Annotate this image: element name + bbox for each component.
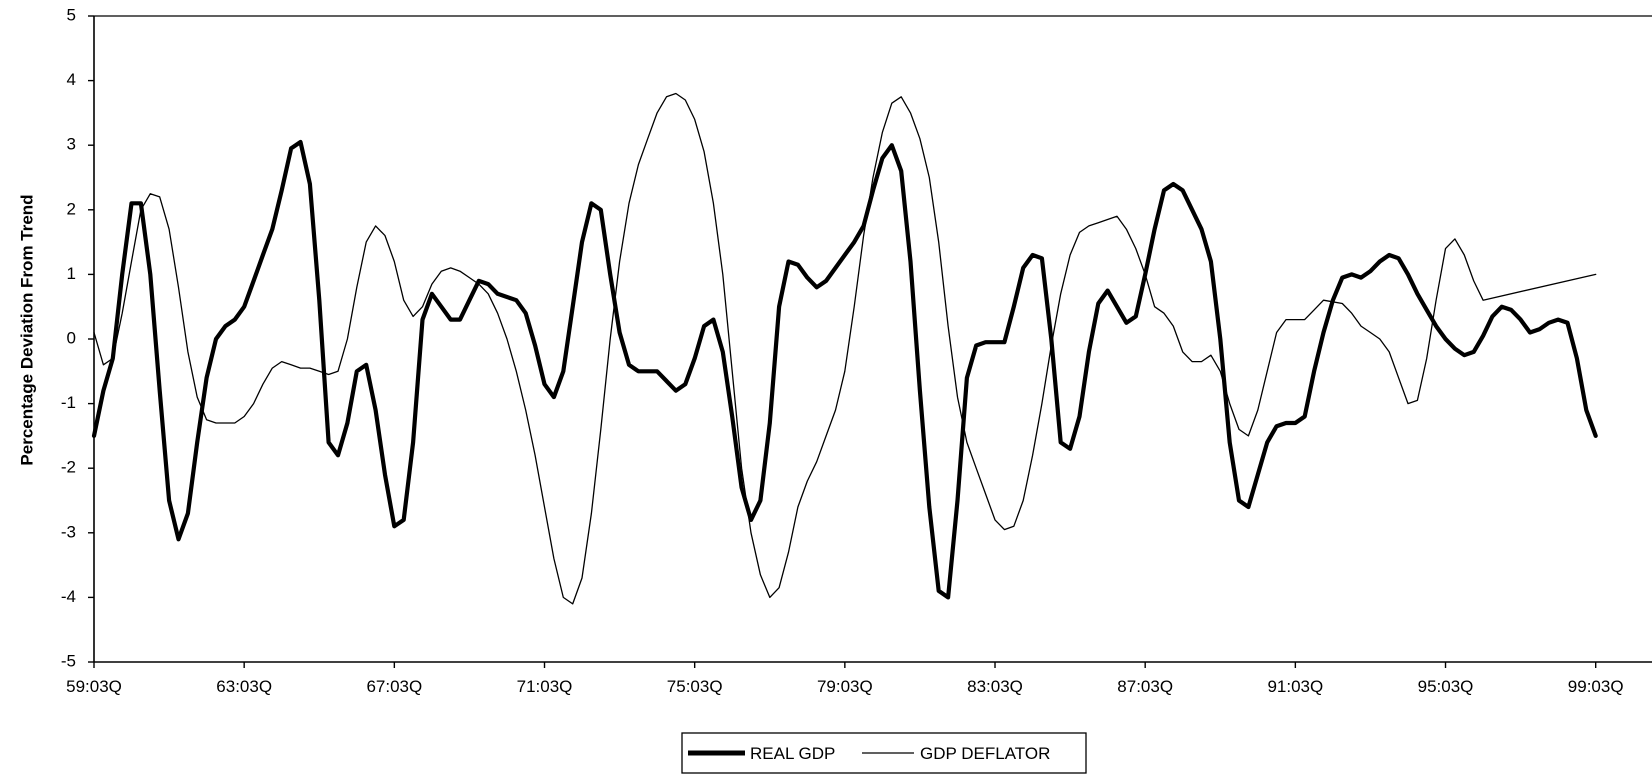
- y-tick-label: 4: [67, 70, 76, 89]
- legend-label-real-gdp: REAL GDP: [750, 744, 835, 763]
- x-tick-label: 71:03Q: [517, 677, 573, 696]
- x-tick-label: 83:03Q: [967, 677, 1023, 696]
- y-tick-label: -4: [61, 587, 76, 606]
- y-tick-label: 2: [67, 199, 76, 218]
- x-tick-label: 67:03Q: [366, 677, 422, 696]
- x-tick-label: 87:03Q: [1117, 677, 1173, 696]
- y-tick-label: 1: [67, 264, 76, 283]
- x-tick-label: 99:03Q: [1568, 677, 1624, 696]
- y-tick-label: 5: [67, 5, 76, 24]
- x-tick-label: 91:03Q: [1267, 677, 1323, 696]
- x-tick-label: 75:03Q: [667, 677, 723, 696]
- series-line-gdp-deflator: [93, 92, 1597, 605]
- y-tick-label: -1: [61, 393, 76, 412]
- series-layer: [91, 92, 1598, 605]
- y-axis-label: Percentage Deviation From Trend: [17, 194, 36, 465]
- legend: REAL GDP GDP DEFLATOR: [681, 732, 1087, 774]
- y-tick-label: -3: [61, 522, 76, 541]
- x-tick-label: 63:03Q: [216, 677, 272, 696]
- axes: -5 -4 -3 -2 -1 0 1 2 3 4 5 59:03Q 63:03Q 67:03Q 71:03Q…: [61, 5, 1652, 696]
- y-tick-label: -2: [61, 458, 76, 477]
- y-tick-label: -5: [61, 651, 76, 670]
- y-tick-label: 3: [67, 135, 76, 154]
- x-tick-label: 79:03Q: [817, 677, 873, 696]
- legend-label-gdp-deflator: GDP DEFLATOR: [920, 744, 1050, 763]
- x-tick-label: 59:03Q: [66, 677, 122, 696]
- y-tick-label: 0: [67, 328, 76, 347]
- x-tick-label: 95:03Q: [1418, 677, 1474, 696]
- series-line-real-gdp: [91, 139, 1598, 600]
